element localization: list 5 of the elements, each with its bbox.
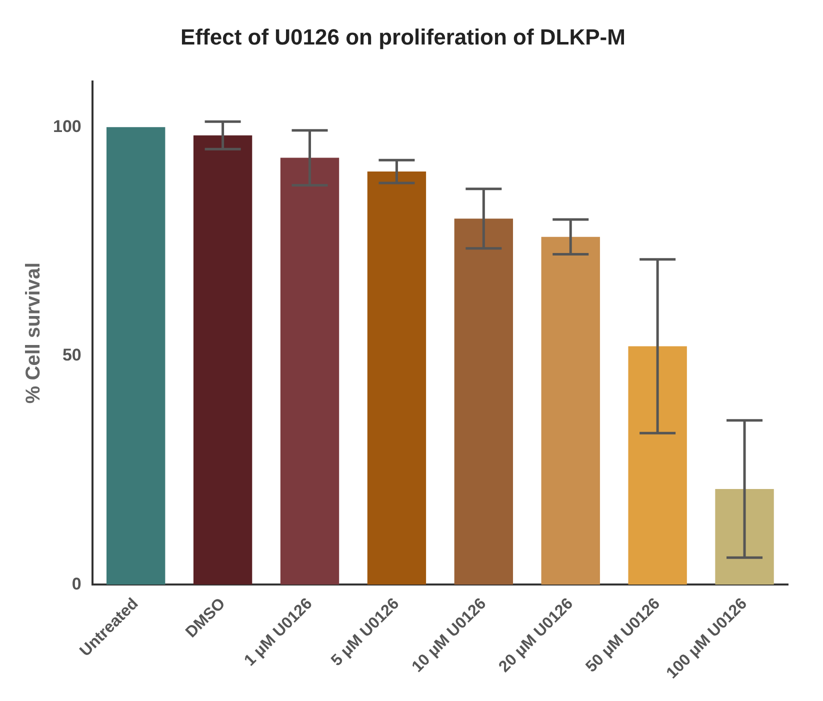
y-axis-title: % Cell survival bbox=[22, 262, 45, 404]
y-tick-label: 100 bbox=[52, 116, 82, 136]
y-tick-label: 0 bbox=[72, 574, 82, 594]
y-tick-label: 50 bbox=[62, 346, 82, 365]
chart-title: Effect of U0126 on proliferation of DLKP-M bbox=[180, 24, 626, 50]
